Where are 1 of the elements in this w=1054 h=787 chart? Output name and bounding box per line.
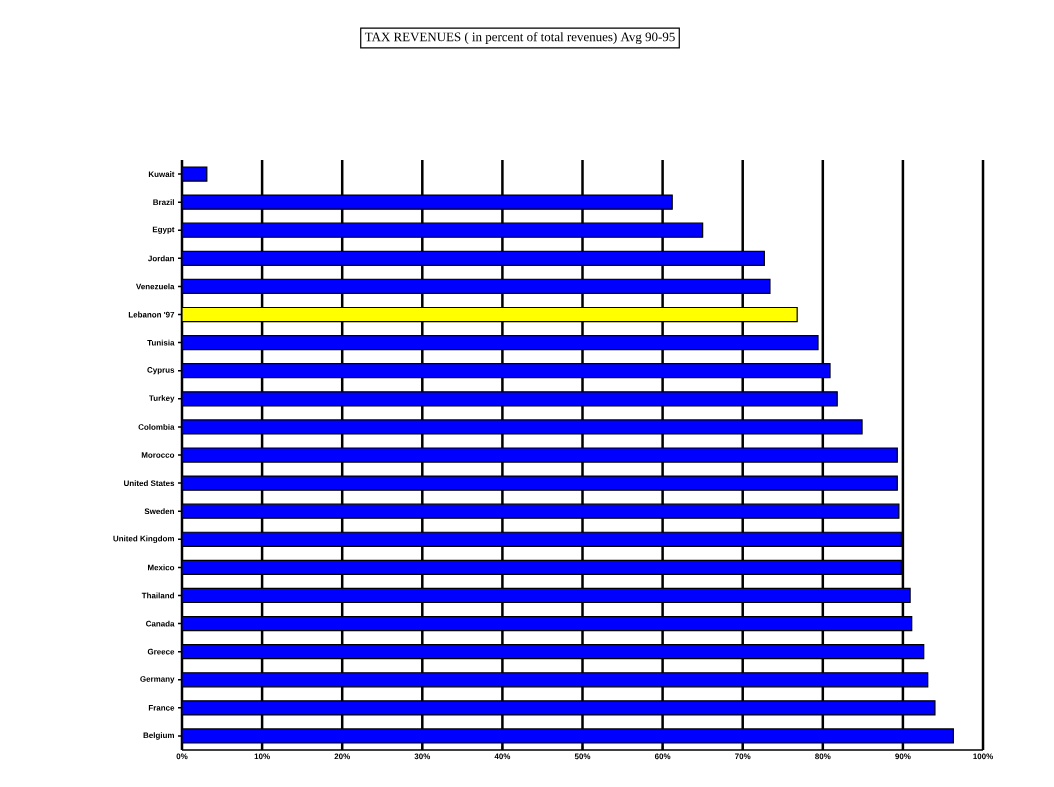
chart-title: TAX REVENUES ( in percent of total revenues) Avg 90-95 — [364, 32, 675, 44]
